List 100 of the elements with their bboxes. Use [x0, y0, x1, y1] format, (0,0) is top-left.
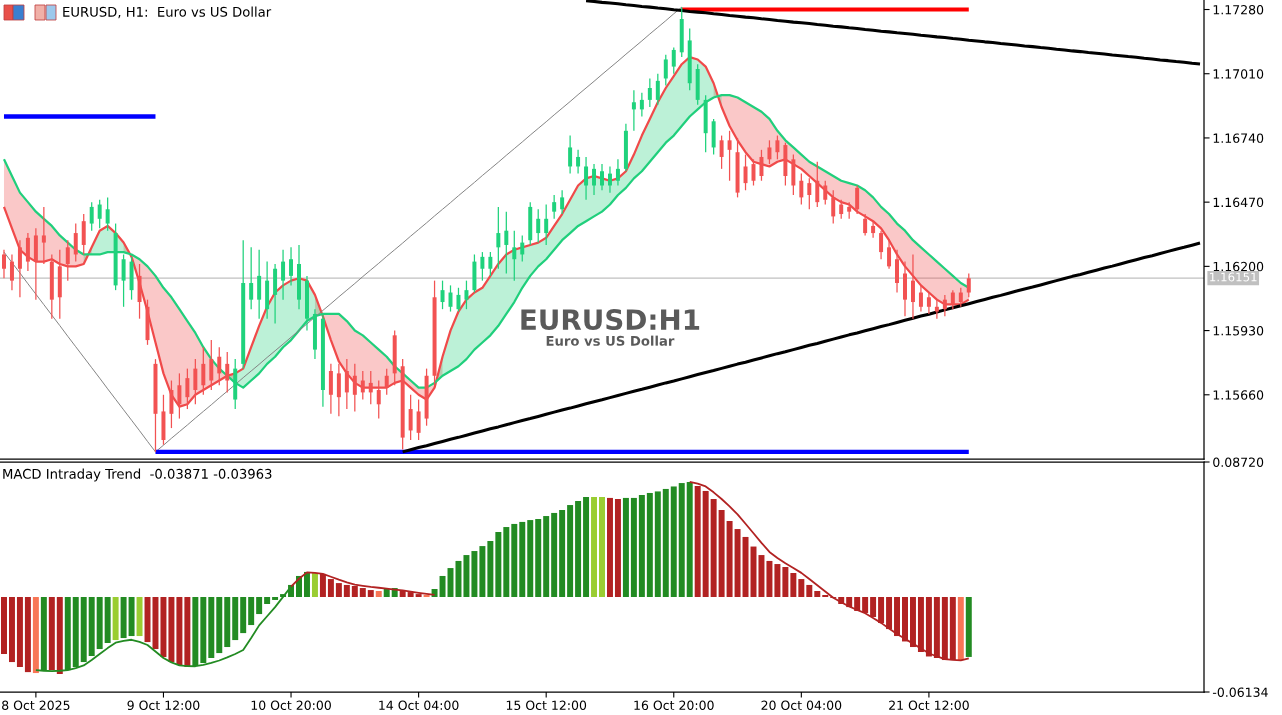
candlestick [536, 208, 541, 244]
candlestick [831, 189, 836, 225]
bar [909, 597, 916, 648]
candlestick [910, 253, 915, 320]
bar [870, 597, 877, 617]
candlestick [767, 139, 772, 165]
bar [192, 597, 199, 667]
bar [311, 573, 318, 598]
x-tick-label: 20 Oct 04:00 [761, 700, 842, 711]
candlestick [663, 54, 668, 87]
candlestick [281, 249, 286, 301]
candlestick [496, 206, 501, 270]
bar [726, 520, 733, 598]
candlestick [209, 339, 214, 391]
bar [112, 597, 119, 641]
bar [662, 488, 669, 598]
bar [407, 592, 414, 598]
candlestick [560, 189, 565, 215]
x-tick-label: 16 Oct 20:00 [634, 700, 714, 711]
bar [925, 597, 932, 657]
bar [782, 566, 789, 598]
candlestick [217, 346, 222, 386]
bar [343, 584, 350, 598]
bar [168, 597, 175, 663]
bar [32, 597, 39, 674]
candlestick [416, 398, 421, 441]
bar [56, 597, 63, 674]
candlestick [368, 370, 373, 405]
bar [519, 521, 526, 598]
candlestick [942, 294, 947, 317]
candlestick [105, 196, 110, 232]
y-tick-label: 1.16470 [1213, 197, 1264, 208]
bar [48, 597, 55, 671]
bar [272, 597, 279, 600]
candlestick [631, 89, 636, 132]
bar [646, 492, 653, 598]
candlestick [41, 206, 46, 265]
candlestick [568, 134, 573, 175]
bar [319, 573, 326, 598]
candlestick [512, 230, 517, 282]
bar [559, 510, 566, 598]
bar [694, 486, 701, 598]
bar [351, 586, 358, 598]
candlestick [926, 291, 931, 315]
candlestick [488, 251, 493, 277]
bar [104, 597, 111, 644]
candlestick [480, 251, 485, 282]
x-tick-label: 9 Oct 12:00 [127, 700, 200, 711]
bar [630, 497, 637, 598]
bar [774, 564, 781, 598]
bar [431, 588, 438, 598]
bar [678, 483, 685, 598]
bar [224, 597, 231, 648]
bar [575, 501, 582, 598]
candlestick [97, 199, 102, 229]
bar [216, 597, 223, 654]
bar [128, 597, 135, 637]
bar [886, 597, 893, 630]
candlestick [81, 213, 86, 256]
candlestick [879, 230, 884, 260]
candlestick [759, 149, 764, 182]
candlestick [592, 163, 597, 196]
bar [415, 594, 422, 598]
candlestick [615, 158, 620, 187]
bar [264, 597, 271, 604]
bar [535, 518, 542, 598]
annotation: EURUSD:H1 [521, 309, 700, 331]
candlestick [1, 249, 6, 279]
bar [878, 597, 885, 624]
bar [567, 505, 574, 598]
bar [383, 588, 390, 598]
candlestick [193, 358, 198, 405]
bar [184, 597, 191, 668]
bar [367, 590, 374, 598]
candlestick [600, 163, 604, 191]
bar [543, 516, 550, 598]
bar [710, 499, 717, 598]
bar [670, 486, 677, 598]
candlestick [799, 172, 804, 206]
candlestick [727, 130, 732, 182]
candlestick [456, 287, 461, 313]
candlestick [966, 272, 971, 298]
bar [654, 491, 661, 598]
bar [176, 597, 183, 665]
ref-line-label: 1.16151 [1210, 272, 1257, 282]
bar [208, 597, 215, 659]
candlestick [552, 194, 557, 220]
candlestick [121, 253, 126, 308]
candlestick [576, 149, 581, 175]
candlestick [671, 46, 676, 75]
bar [551, 512, 558, 598]
bar [232, 597, 239, 641]
candlestick [544, 203, 549, 246]
candlestick [855, 184, 860, 215]
bar [766, 560, 773, 598]
bar [591, 496, 598, 598]
bar [240, 597, 247, 634]
bar [814, 590, 821, 598]
bar [335, 583, 342, 598]
bar [88, 597, 95, 657]
